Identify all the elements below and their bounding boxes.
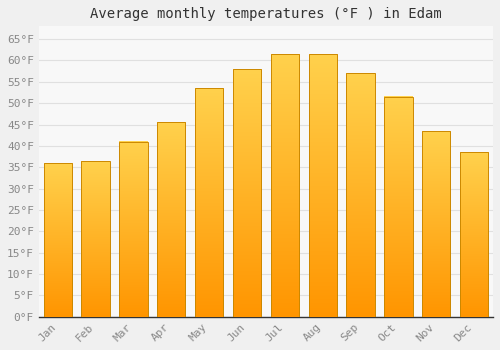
Bar	[384, 97, 412, 317]
Bar	[157, 122, 186, 317]
Bar	[422, 131, 450, 317]
Title: Average monthly temperatures (°F ) in Edam: Average monthly temperatures (°F ) in Ed…	[90, 7, 442, 21]
Bar	[119, 142, 148, 317]
Bar	[308, 54, 337, 317]
Bar	[233, 69, 261, 317]
Bar	[460, 152, 488, 317]
Bar	[346, 73, 375, 317]
Bar	[44, 163, 72, 317]
Bar	[270, 54, 299, 317]
Bar	[195, 88, 224, 317]
Bar	[82, 161, 110, 317]
